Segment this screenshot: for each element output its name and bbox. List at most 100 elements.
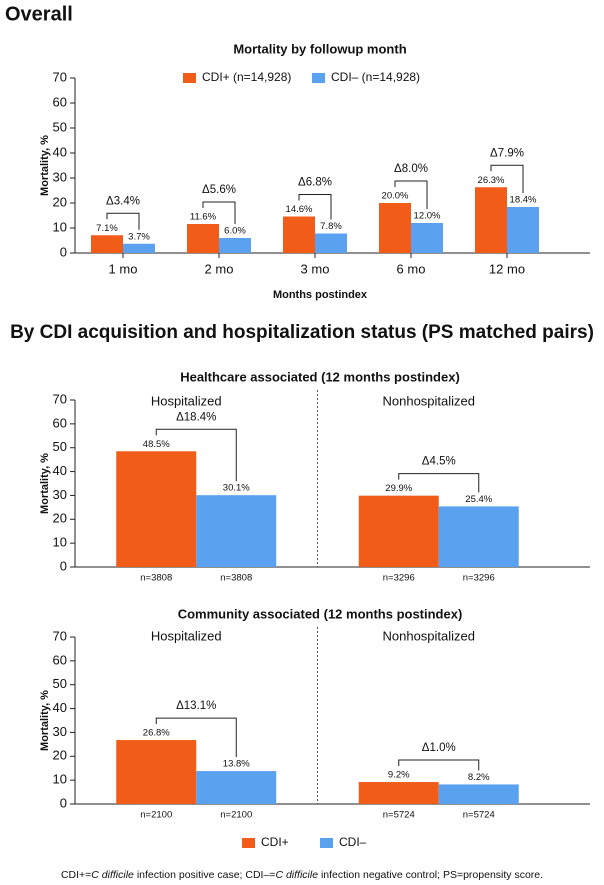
legend-label: CDI– (n=14,928): [331, 70, 420, 84]
x-tick-label: 6 mo: [397, 261, 426, 276]
value-label: 13.8%: [223, 759, 250, 770]
value-label: 20.0%: [382, 191, 409, 202]
sample-label: n=3808: [220, 573, 252, 584]
y-tick-label: 70: [53, 69, 67, 84]
y-tick-label: 20: [53, 748, 67, 763]
value-label: 6.0%: [224, 226, 246, 237]
chart-title: Mortality by followup month: [233, 41, 406, 56]
legend-label: CDI–: [339, 835, 367, 849]
bar: [358, 782, 439, 804]
x-tick-label: 3 mo: [301, 261, 330, 276]
sample-label: n=5724: [383, 810, 415, 821]
sample-label: n=2100: [140, 810, 172, 821]
group-label: Hospitalized: [151, 628, 222, 643]
sample-label: n=3808: [140, 573, 172, 584]
sample-label: n=3296: [463, 573, 495, 584]
y-tick-label: 20: [53, 511, 67, 526]
y-tick-label: 50: [53, 439, 67, 454]
y-tick-label: 60: [53, 415, 67, 430]
bracket: [298, 194, 332, 220]
bracket: [202, 201, 236, 224]
value-label: 14.6%: [286, 204, 313, 215]
y-tick-label: 40: [53, 144, 67, 159]
bar: [315, 233, 347, 253]
legend-swatch: [312, 73, 325, 83]
y-tick-label: 10: [53, 772, 67, 787]
bracket: [106, 212, 140, 230]
bar: [475, 187, 507, 253]
x-tick-label: 12 mo: [489, 261, 525, 276]
bracket: [155, 717, 237, 758]
y-axis-title: Mortality, %: [39, 690, 51, 751]
value-label: 25.4%: [465, 494, 492, 505]
footnote-part: C difficile: [275, 869, 318, 881]
bar: [116, 451, 197, 567]
delta-label: Δ6.8%: [298, 177, 332, 189]
y-tick-label: 0: [60, 558, 67, 573]
heading: Overall: [5, 3, 73, 25]
sample-label: n=5724: [463, 810, 495, 821]
delta-label: Δ4.5%: [422, 456, 456, 468]
footnote-part: CDI+=: [61, 869, 91, 881]
bar: [196, 495, 277, 567]
y-axis-title: Mortality, %: [39, 453, 51, 514]
y-tick-label: 30: [53, 487, 67, 502]
value-label: 12.0%: [414, 211, 441, 222]
y-tick-label: 20: [53, 194, 67, 209]
legend-swatch: [183, 73, 196, 83]
value-label: 26.8%: [143, 728, 170, 739]
bar: [438, 784, 519, 804]
bar: [123, 243, 155, 253]
y-tick-label: 30: [53, 724, 67, 739]
value-label: 30.1%: [223, 483, 250, 494]
bar: [283, 216, 315, 253]
footnote-part: infection positive case; CDI–=: [134, 869, 276, 881]
legend-swatch: [320, 838, 333, 848]
footnote-part: infection negative control; PS=propensit…: [318, 869, 543, 881]
value-label: 9.2%: [388, 770, 410, 781]
footnote-part: C difficile: [91, 869, 134, 881]
y-tick-label: 70: [53, 628, 67, 643]
bar: [358, 495, 439, 567]
legend-label: CDI+: [261, 835, 289, 849]
delta-label: Δ18.4%: [176, 411, 216, 423]
y-tick-label: 50: [53, 676, 67, 691]
bar: [219, 238, 251, 253]
y-tick-label: 60: [53, 94, 67, 109]
delta-label: Δ3.4%: [106, 195, 140, 207]
bracket: [398, 759, 480, 771]
y-tick-label: 50: [53, 119, 67, 134]
x-tick-label: 1 mo: [109, 261, 138, 276]
legend-swatch: [242, 838, 255, 848]
y-tick-label: 40: [53, 700, 67, 715]
value-label: 11.6%: [190, 212, 217, 223]
y-tick-label: 40: [53, 463, 67, 478]
x-axis-title: Months postindex: [273, 289, 368, 301]
group-label: Nonhospitalized: [382, 393, 475, 408]
y-tick-label: 10: [53, 535, 67, 550]
bar: [196, 771, 277, 804]
delta-label: Δ8.0%: [394, 163, 428, 175]
delta-label: Δ1.0%: [422, 742, 456, 754]
bracket: [398, 473, 480, 493]
bar: [91, 235, 123, 253]
value-label: 3.7%: [128, 231, 150, 242]
bracket: [155, 428, 237, 482]
footnote: CDI+=C difficile infection positive case…: [61, 869, 543, 881]
bar: [187, 224, 219, 253]
delta-label: Δ7.9%: [490, 147, 524, 159]
y-axis-title: Mortality, %: [39, 135, 51, 196]
value-label: 8.2%: [468, 772, 490, 783]
value-label: 7.1%: [96, 223, 118, 234]
value-label: 26.3%: [478, 175, 505, 186]
x-tick-label: 2 mo: [205, 261, 234, 276]
value-label: 48.5%: [143, 439, 170, 450]
sample-label: n=2100: [220, 810, 252, 821]
delta-label: Δ5.6%: [202, 184, 236, 196]
bar: [507, 207, 539, 253]
bracket: [490, 164, 524, 193]
bar: [438, 506, 519, 567]
y-tick-label: 0: [60, 795, 67, 810]
